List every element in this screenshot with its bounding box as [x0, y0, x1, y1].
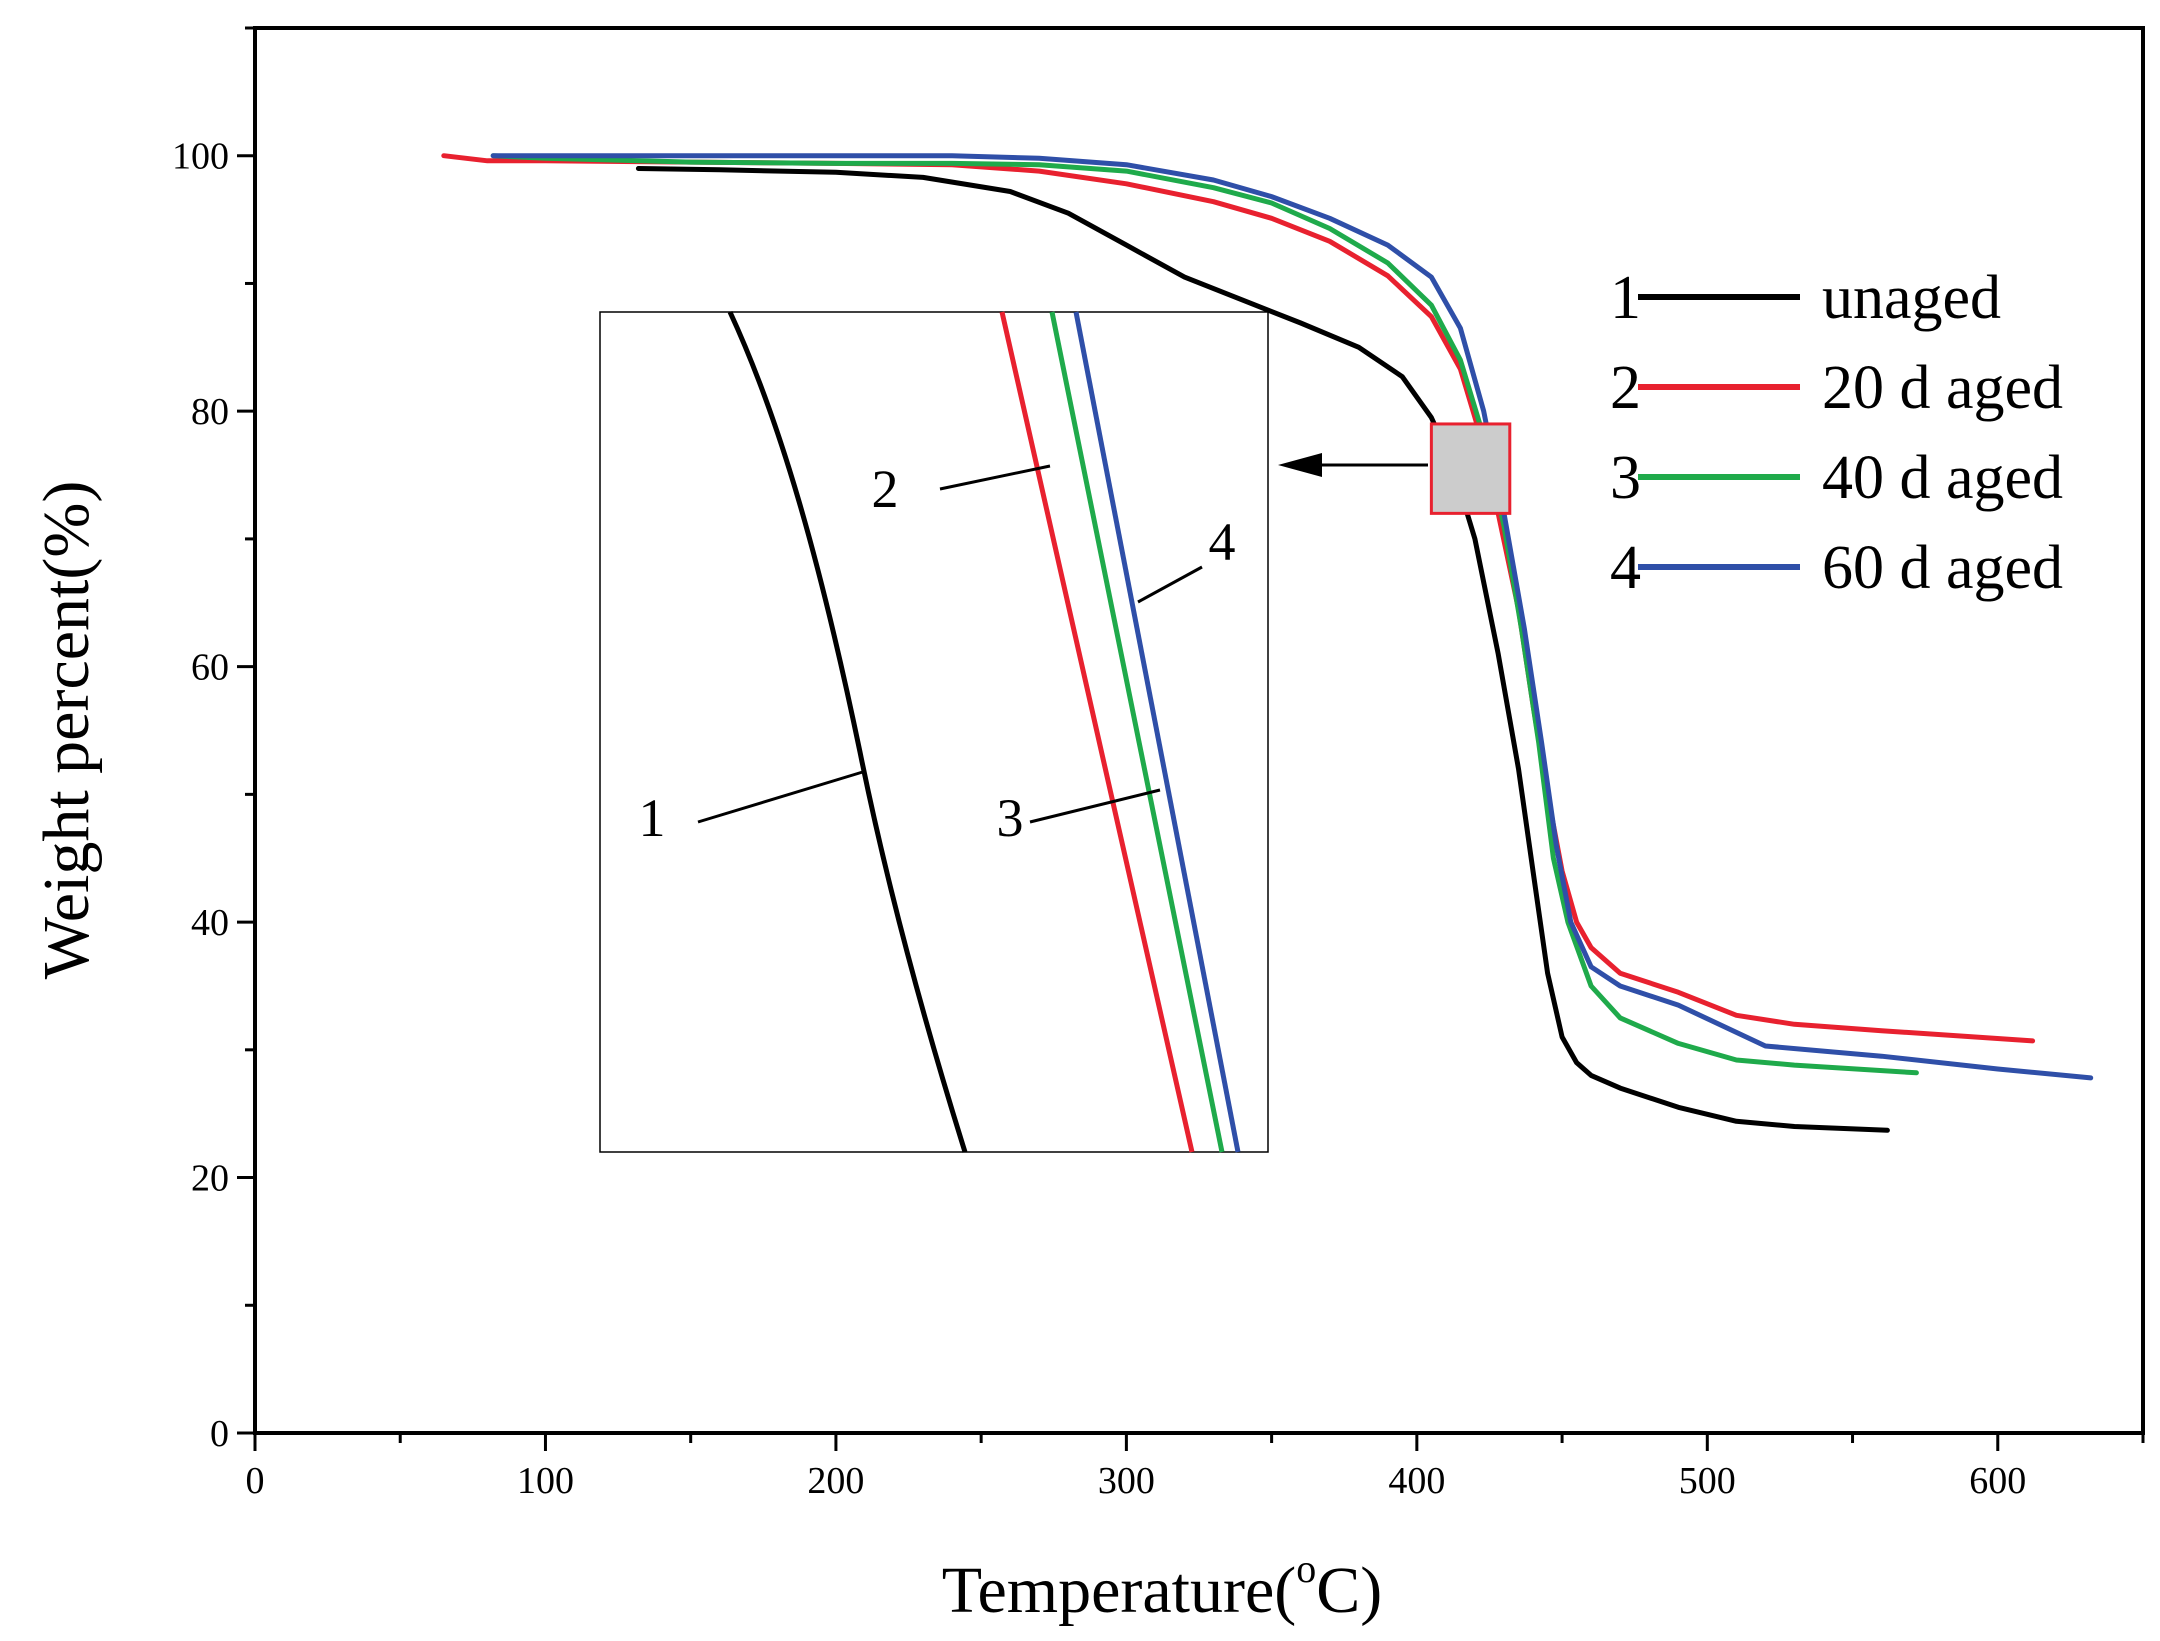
legend-id-2: 2	[1610, 354, 1641, 422]
axis-tick-labels: 0 100 200 300 400 500 600 0 20 40 60 80 100	[172, 136, 2026, 1502]
y-tick-label: 100	[172, 136, 229, 178]
x-axis-title-superscript: o	[1296, 1546, 1316, 1591]
x-tick-label: 300	[1098, 1460, 1155, 1502]
x-axis-title-main: Temperature(	[942, 1554, 1297, 1627]
x-axis-title-suffix: C)	[1316, 1554, 1382, 1627]
inset-leader-1	[697, 769, 867, 824]
legend-id-1: 1	[1610, 264, 1641, 332]
x-tick-label: 0	[246, 1460, 265, 1502]
series-lines	[441, 153, 2094, 1133]
legend-id-4: 4	[1610, 534, 1641, 602]
y-axis-title: Weight percent(%)	[30, 481, 103, 980]
series-line-3	[490, 153, 1919, 1076]
inset-curve-4	[1073, 311, 1241, 1153]
inset-panel: 1 2 3 4	[599, 310, 1269, 1153]
y-tick-label: 40	[191, 902, 229, 944]
axis-ticks	[237, 26, 2145, 1451]
y-tick-label: 60	[191, 647, 229, 689]
x-axis-title: Temperature(oC)	[942, 1546, 1383, 1627]
plot-frame	[253, 26, 2145, 1435]
inset-label-3: 3	[997, 788, 1024, 848]
inset-label-1: 1	[639, 788, 666, 848]
inset-label-4: 4	[1209, 512, 1236, 572]
inset-label-2: 2	[872, 459, 899, 519]
zoom-arrow	[1278, 453, 1428, 477]
y-tick-label: 20	[191, 1158, 229, 1200]
inset-curve-3	[1049, 311, 1225, 1153]
inset-leader-2	[939, 464, 1051, 491]
legend-label-3: 40 d aged	[1822, 444, 2063, 512]
legend-label-4: 60 d aged	[1822, 534, 2063, 602]
x-tick-label: 500	[1679, 1460, 1736, 1502]
y-tick-label: 0	[210, 1413, 229, 1455]
x-tick-label: 400	[1388, 1460, 1445, 1502]
inset-leader-4	[1137, 565, 1203, 604]
legend-label-1: unaged	[1822, 264, 2001, 332]
inset-curve-1	[727, 310, 968, 1153]
y-tick-label: 80	[191, 391, 229, 433]
inset-leader-3	[1029, 788, 1161, 824]
inset-frame	[599, 311, 1269, 1153]
legend-label-2: 20 d aged	[1822, 354, 2063, 422]
series-line-4	[490, 153, 2094, 1081]
legend: 1 unaged 2 20 d aged 3 40 d aged 4 60 d …	[1610, 264, 2063, 602]
inset-curve-2	[999, 311, 1195, 1153]
zoom-region-box	[1429, 422, 1512, 515]
x-tick-label: 600	[1969, 1460, 2026, 1502]
legend-id-3: 3	[1610, 444, 1641, 512]
x-tick-label: 100	[517, 1460, 574, 1502]
x-tick-label: 200	[807, 1460, 864, 1502]
